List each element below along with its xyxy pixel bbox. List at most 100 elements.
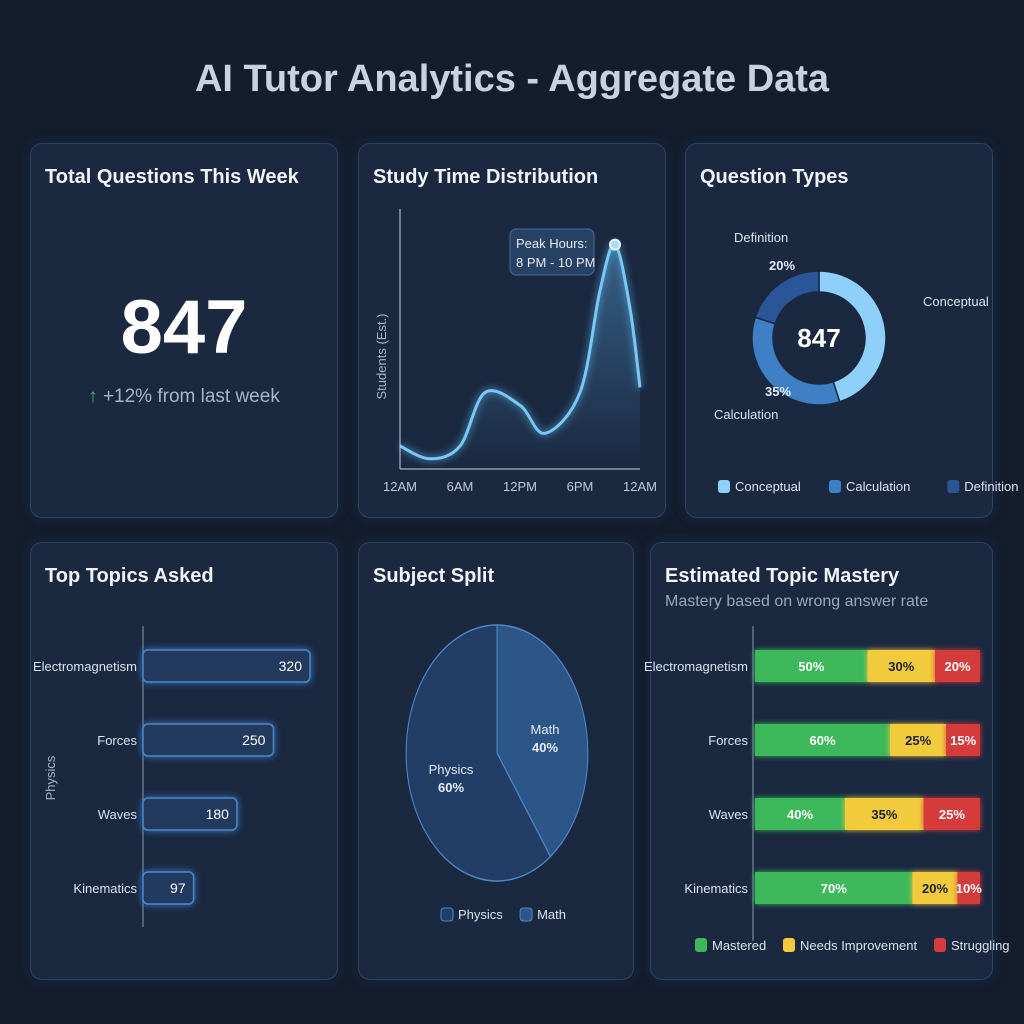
segment-value-label: 15%	[950, 733, 976, 748]
segment-value-label: 70%	[821, 881, 847, 896]
legend-label: Math	[537, 907, 566, 922]
segment-value-label: 40%	[787, 807, 813, 822]
page-title: AI Tutor Analytics - Aggregate Data	[194, 58, 830, 100]
legend-label: Calculation	[846, 479, 910, 494]
top-topics-card: Top Topics Asked Physics 320 Electromagnet…	[30, 542, 338, 980]
bar-segment-struggling	[946, 724, 980, 756]
total-questions-card: Total Questions This Week 847 ↑ +12% fro…	[30, 143, 338, 518]
stacked-bar-chart: Electromagnetism 50% 30% 20% Forces 60% 25% 15%…	[644, 626, 1010, 953]
legend-swatch	[934, 938, 946, 952]
bar-segment-needs-improvement	[890, 724, 947, 756]
card-title: Question Types	[700, 166, 849, 188]
bar-value-label: 97	[170, 880, 186, 896]
bar-value-label: 250	[242, 732, 266, 748]
bar-segment-needs-improvement	[845, 798, 924, 830]
legend-swatch	[829, 480, 841, 493]
x-tick-label: 12AM	[623, 479, 657, 494]
category-label: Kinematics	[73, 881, 137, 896]
slice-percent-label: 40%	[532, 740, 558, 755]
line-chart: 12AM 6AM 12PM 6PM 12AM Students (Est.) Peak Ho…	[374, 209, 657, 494]
tooltip-text: 8 PM - 10 PM	[516, 255, 595, 270]
segment-value-label: 20%	[922, 881, 948, 896]
card-title: Total Questions This Week	[45, 166, 299, 188]
y-axis-label: Physics	[43, 755, 58, 800]
legend-label: Mastered	[712, 938, 766, 953]
slice-percent-label: 60%	[438, 780, 464, 795]
segment-value-label: 20%	[944, 659, 970, 674]
question-types-card: Question Types 45% Conceptual 35% Calculati…	[685, 143, 1019, 518]
x-tick-label: 12PM	[503, 479, 537, 494]
donut-center-label: 847	[797, 323, 840, 353]
slice-category-label: Math	[531, 722, 560, 737]
total-value: 847	[120, 285, 248, 370]
legend-label: Physics	[458, 907, 503, 922]
bar-chart: Physics 320 Electromagnetism 250 Forces 180 Wa…	[33, 626, 311, 927]
segment-value-label: 30%	[888, 659, 914, 674]
bar	[142, 797, 238, 831]
y-axis-label: Students (Est.)	[374, 314, 389, 400]
legend-swatch	[695, 938, 707, 952]
bar-segment-mastered	[755, 650, 868, 682]
card-title: Top Topics Asked	[45, 565, 214, 587]
slice-percent-label: 35%	[765, 384, 791, 399]
legend-swatch	[718, 480, 730, 493]
area-fill	[400, 244, 640, 469]
change-line: ↑ +12% from last week	[31, 386, 337, 408]
bar	[142, 723, 275, 757]
bar	[142, 871, 195, 905]
pie-group	[405, 624, 589, 882]
bar-segment-struggling	[935, 650, 980, 682]
bar-value-label: 180	[206, 806, 230, 822]
legend-swatch	[783, 938, 795, 952]
legend-label: Conceptual	[735, 479, 801, 494]
slice-percent-label: 20%	[769, 258, 795, 273]
bar-segment-needs-improvement	[867, 650, 935, 682]
segment-value-label: 50%	[798, 659, 824, 674]
pie-chart: Physics 60% Math 40% Physics Math	[405, 624, 589, 922]
legend-label: Needs Improvement	[800, 938, 917, 953]
segment-value-label: 35%	[871, 807, 897, 822]
donut-slice-definition	[754, 270, 820, 325]
legend-label: Definition	[964, 479, 1018, 494]
legend-swatch	[440, 907, 454, 922]
slice-category-label: Conceptual	[923, 294, 989, 309]
category-label: Electromagnetism	[644, 659, 748, 674]
segment-value-label: 10%	[956, 881, 982, 896]
card-title: Subject Split	[373, 565, 495, 587]
mastery-card: Estimated Topic Mastery Mastery based on…	[644, 542, 1010, 980]
bar-segment-mastered	[755, 872, 913, 904]
segment-value-label: 25%	[905, 733, 931, 748]
category-label: Electromagnetism	[33, 659, 137, 674]
category-label: Forces	[97, 733, 137, 748]
legend-swatch	[947, 480, 960, 493]
slice-category-label: Physics	[429, 762, 474, 777]
bar-segment-mastered	[755, 724, 890, 756]
legend-label: Struggling	[951, 938, 1010, 953]
category-label: Forces	[708, 733, 748, 748]
bar	[142, 649, 311, 683]
pie-slice-physics	[405, 624, 552, 882]
arrow-up-icon: ↑	[88, 386, 98, 407]
x-tick-label: 6AM	[447, 479, 474, 494]
bar-segment-struggling	[923, 798, 980, 830]
category-label: Waves	[98, 807, 138, 822]
category-label: Kinematics	[684, 881, 748, 896]
slice-category-label: Definition	[734, 230, 788, 245]
legend-swatch	[519, 907, 533, 922]
study-time-card: Study Time Distribution 12AM 6AM 12PM 6PM 12…	[358, 143, 666, 518]
bar-value-label: 320	[279, 658, 303, 674]
x-tick-label: 6PM	[567, 479, 594, 494]
pie-slice-math	[496, 624, 589, 858]
subject-split-card: Subject Split Physics 60% Math 40% Physics Ma…	[358, 542, 634, 980]
peak-marker	[609, 238, 621, 251]
slice-percent-label: 45%	[886, 314, 912, 329]
card-title: Estimated Topic Mastery	[665, 565, 900, 587]
card-subtitle: Mastery based on wrong answer rate	[665, 593, 929, 610]
bar-segment-mastered	[755, 798, 845, 830]
x-tick-label: 12AM	[383, 479, 417, 494]
slice-category-label: Calculation	[714, 407, 778, 422]
card-title: Study Time Distribution	[373, 166, 599, 188]
segment-value-label: 60%	[809, 733, 835, 748]
series-line	[399, 243, 642, 461]
change-text: +12% from last week	[102, 386, 280, 407]
